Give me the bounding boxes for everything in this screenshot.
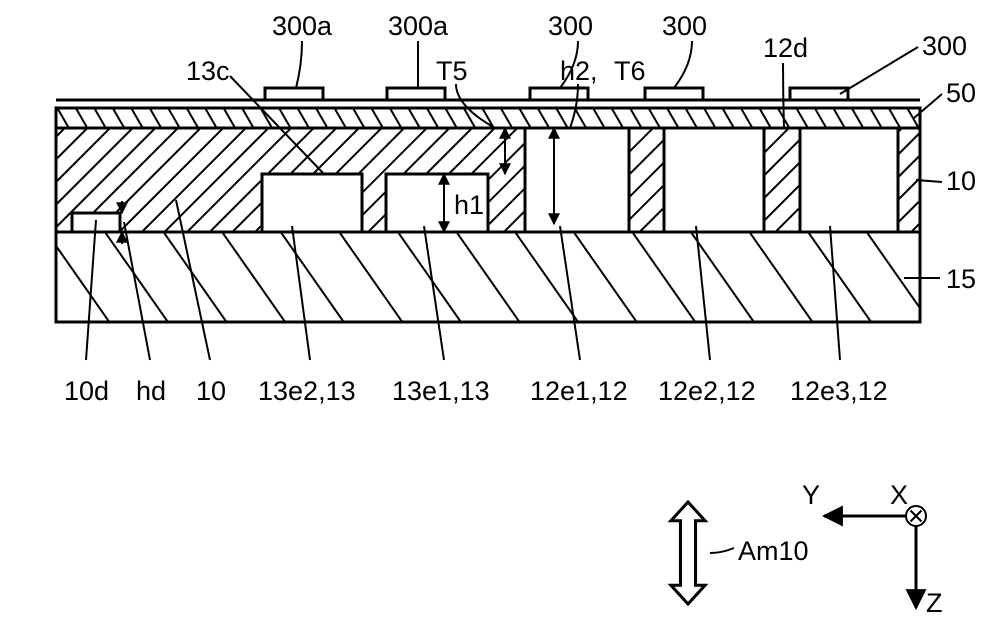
layer-15 xyxy=(0,0,1000,644)
label-300-right: 300 xyxy=(922,31,967,61)
pad-300-4 xyxy=(790,88,848,100)
label-300a: 300a xyxy=(388,11,449,41)
am10-arrow xyxy=(671,502,705,604)
label-13e2-13: 13e2,13 xyxy=(258,376,356,406)
label-10d: 10d xyxy=(64,376,109,406)
label-12e3-12: 12e3,12 xyxy=(790,376,888,406)
label-50: 50 xyxy=(946,78,976,108)
cavity-12e2 xyxy=(664,128,764,232)
pad-300-1 xyxy=(387,88,445,100)
pad-300-3 xyxy=(645,88,703,100)
pad-300-2 xyxy=(530,88,588,100)
label-am10: Am10 xyxy=(738,536,809,566)
axis-label-z: Z xyxy=(926,588,943,618)
label-300: 300 xyxy=(662,11,707,41)
label-10: 10 xyxy=(196,376,226,406)
label-hd: hd xyxy=(136,376,166,406)
cavity-13e2 xyxy=(262,174,362,232)
cavity-12e3 xyxy=(800,128,898,232)
label-13c: 13c xyxy=(186,56,230,86)
label-12d: 12d xyxy=(763,33,808,63)
diagram-root: h1 300a 300a 300 300 12d 300 50 13c T5 h2, T6 10 15 10… xyxy=(0,0,1000,644)
pad-300-0 xyxy=(265,88,323,100)
label-h2: h2, xyxy=(560,56,598,86)
figure-main: h1 300a 300a 300 300 12d 300 50 13c T5 h2, T6 10 15 10… xyxy=(0,0,1000,644)
label-12e1-12: 12e1,12 xyxy=(530,376,628,406)
label-12e2-12: 12e2,12 xyxy=(658,376,756,406)
label-300a: 300a xyxy=(272,11,333,41)
label-T6: T6 xyxy=(614,56,646,86)
cavity-12e1 xyxy=(525,128,629,232)
axis-label-x: X xyxy=(890,480,908,510)
label-10-right: 10 xyxy=(946,166,976,196)
axis-label-y: Y xyxy=(802,480,820,510)
label-13e1-13: 13e1,13 xyxy=(392,376,490,406)
label-T5: T5 xyxy=(436,56,468,86)
label-300: 300 xyxy=(548,11,593,41)
label-h1: h1 xyxy=(454,190,484,220)
label-15: 15 xyxy=(946,264,976,294)
